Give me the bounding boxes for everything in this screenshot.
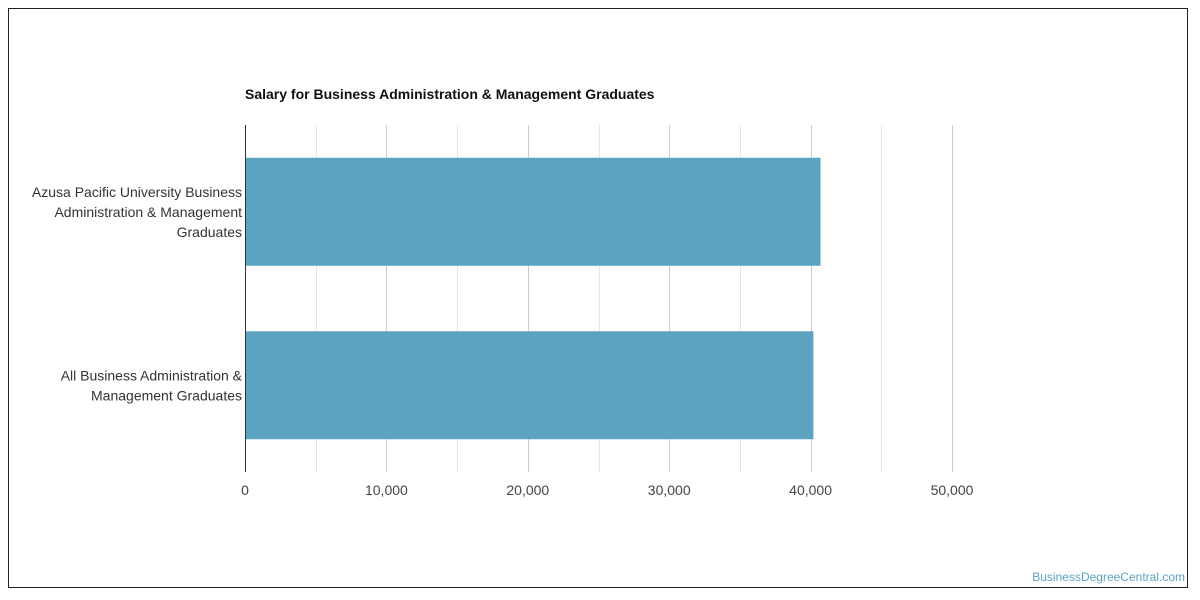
bar-1[interactable] <box>245 331 814 440</box>
x-tick-label: 0 <box>241 482 249 498</box>
x-tick-labels: 0 10,000 20,000 30,000 40,000 50,000 <box>241 482 974 498</box>
x-tick-label: 10,000 <box>365 482 408 498</box>
x-tick-label: 30,000 <box>648 482 691 498</box>
category-label-0: Azusa Pacific University Business Adminis… <box>32 184 242 240</box>
watermark[interactable]: BusinessDegreeCentral.com <box>1032 570 1185 584</box>
chart-frame <box>8 8 1188 588</box>
x-tick-label: 20,000 <box>506 482 549 498</box>
bar-layer <box>245 157 821 440</box>
x-tick-label: 40,000 <box>789 482 832 498</box>
chart-title: Salary for Business Administration & Man… <box>245 86 655 102</box>
bar-0[interactable] <box>245 157 821 266</box>
category-label-1: All Business Administration & Management … <box>61 367 243 403</box>
category-labels: Azusa Pacific University Business Adminis… <box>32 184 243 404</box>
x-tick-label: 50,000 <box>931 482 974 498</box>
